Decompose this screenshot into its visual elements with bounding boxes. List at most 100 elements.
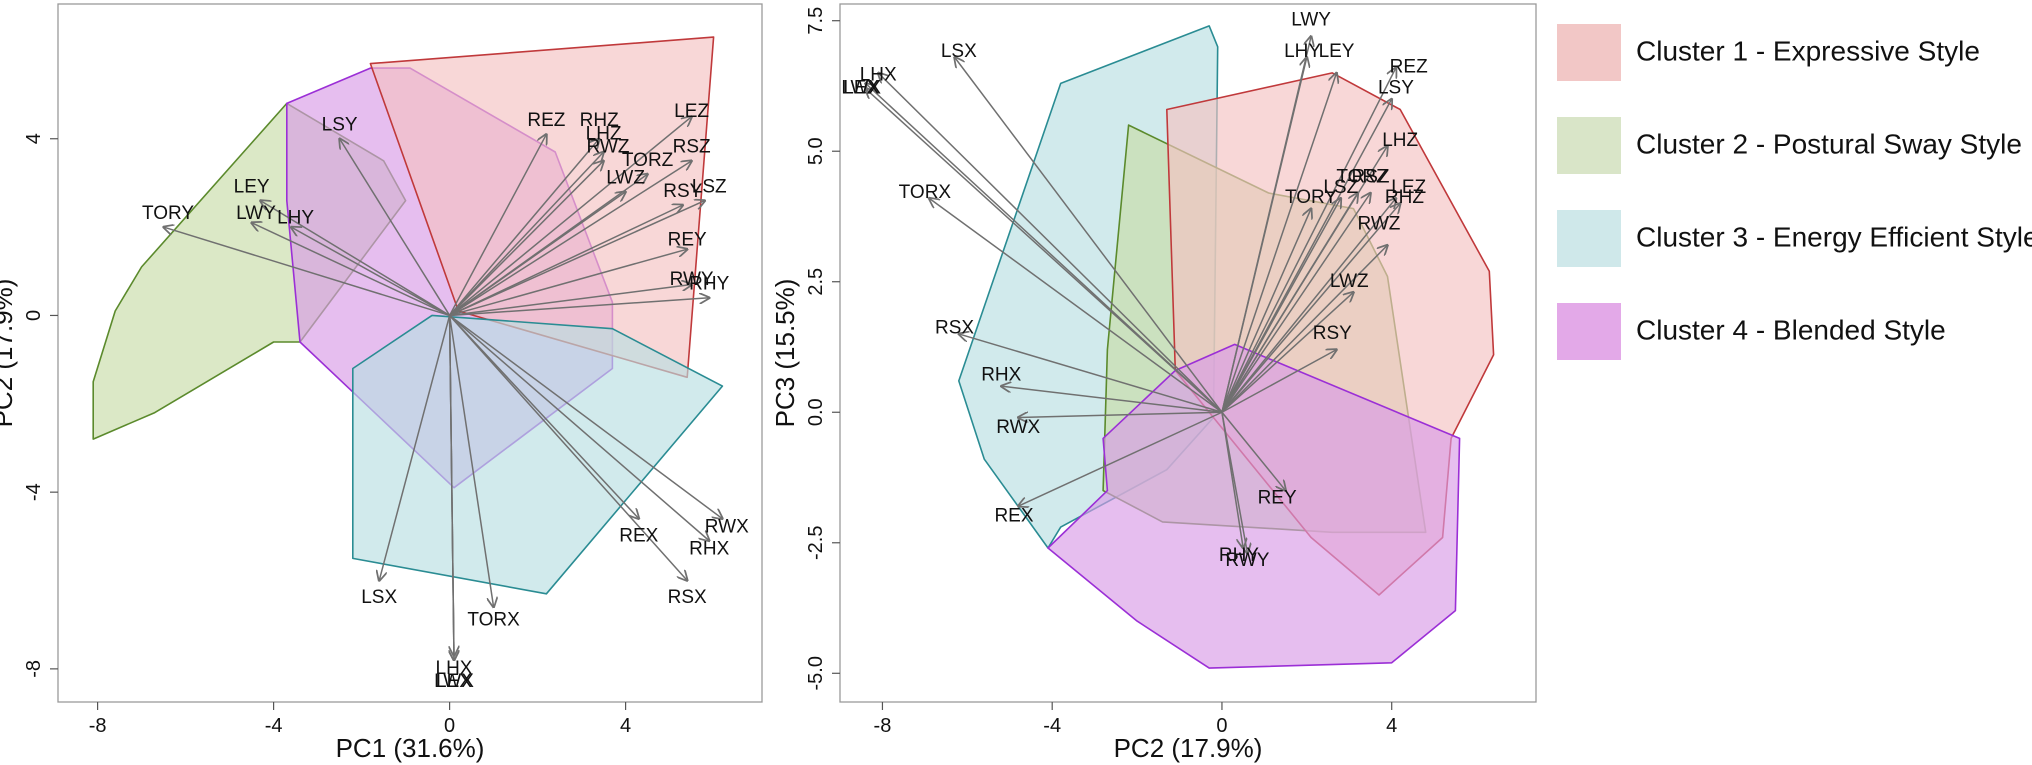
loading-arrow-rwy	[1221, 412, 1247, 553]
loading-label-rey: REY	[1258, 487, 1297, 508]
loading-arrow-ley	[1221, 73, 1337, 413]
loading-arrow-torx	[448, 315, 494, 607]
loading-arrow-tory	[1221, 209, 1311, 413]
loading-arrow-rsy	[1221, 350, 1337, 413]
loading-arrow-lsx	[379, 315, 451, 580]
loading-arrow-rsy	[449, 205, 683, 317]
y-tick-label: 7.5	[805, 7, 827, 35]
loading-label-lsy: LSY	[322, 115, 358, 136]
loading-label-rsy: RSY	[663, 181, 702, 202]
loading-arrow-rez	[1221, 68, 1396, 413]
loading-arrow-lez	[449, 117, 692, 317]
loading-label-rwy: RWY	[670, 269, 714, 290]
loading-label-torx: TORX	[467, 609, 520, 630]
loading-label-rhx: RHX	[981, 365, 1021, 386]
loading-arrow-lhx	[878, 73, 1223, 413]
loading-arrow-rhz	[449, 139, 600, 316]
loading-label-lwz: LWZ	[606, 168, 645, 189]
loading-arrow-rwy	[449, 285, 692, 317]
loading-arrow-rex	[1018, 411, 1223, 506]
loading-arrow-rwx	[449, 314, 723, 518]
loading-label-rwz: RWZ	[587, 137, 630, 158]
loading-label-lex: LEX	[843, 78, 879, 99]
loading-arrow-rwz	[449, 161, 604, 316]
legend-item: Cluster 1 - Expressive Style	[1557, 24, 1980, 81]
legend-swatch	[1557, 303, 1621, 360]
loading-arrow-lhy	[291, 227, 450, 317]
y-tick-label: -8	[23, 660, 45, 678]
loading-label-lhz: LHZ	[586, 123, 622, 144]
loading-label-lhx: LHX	[436, 658, 473, 679]
loading-label-rsz: RSZ	[1351, 166, 1389, 187]
legend-swatch	[1557, 117, 1621, 174]
loading-label-lwx: LWX	[841, 78, 881, 99]
loading-arrow-rhx	[1001, 386, 1223, 413]
loading-label-lsz: LSZ	[1323, 177, 1358, 198]
loading-arrow-lez	[1221, 198, 1396, 413]
loading-label-rwx: RWX	[996, 417, 1040, 438]
loading-label-rhz: RHZ	[580, 110, 619, 131]
loading-label-rex: REX	[619, 525, 658, 546]
loading-label-rwy: RWY	[1225, 550, 1269, 571]
loading-arrow-torz	[1221, 193, 1358, 413]
loading-label-rey: REY	[668, 229, 707, 250]
legend-label: Cluster 1 - Expressive Style	[1636, 35, 1980, 66]
loading-label-rhy: RHY	[689, 274, 729, 295]
loading-arrow-rhz	[1221, 203, 1400, 413]
loading-label-tory: TORY	[142, 203, 194, 224]
loading-label-torz: TORZ	[1336, 166, 1388, 187]
loading-arrow-rex	[449, 314, 639, 518]
loading-label-rez: REZ	[527, 110, 565, 131]
loading-label-rwx: RWX	[705, 517, 749, 538]
legend-item: Cluster 2 - Postural Sway Style	[1557, 117, 2022, 174]
loading-label-rsx: RSX	[935, 318, 974, 339]
loading-label-lwx: LWX	[434, 671, 474, 692]
loading-label-rez: REZ	[1390, 57, 1428, 78]
loading-arrow-rsz	[449, 161, 692, 317]
loading-label-rsx: RSX	[668, 587, 707, 608]
y-axis-label: PC3 (15.5%)	[770, 279, 800, 428]
cluster-hull-cluster-3	[351, 314, 724, 595]
loading-label-lwy: LWY	[236, 203, 276, 224]
x-tick-label: -8	[874, 715, 892, 737]
loading-label-lsy: LSY	[1378, 78, 1414, 99]
loading-arrow-lwx	[450, 315, 454, 660]
y-tick-label: -4	[23, 483, 45, 501]
loading-arrow-rwx	[1018, 411, 1222, 417]
x-axis-label: PC1 (31.6%)	[336, 733, 485, 763]
loading-arrow-lsx	[955, 57, 1223, 413]
x-tick-label: 4	[620, 715, 631, 737]
loading-label-torz: TORZ	[622, 150, 674, 171]
loading-label-rsy: RSY	[1313, 323, 1352, 344]
legend-item: Cluster 3 - Energy Efficient Style	[1557, 210, 2032, 267]
legend-swatch	[1557, 24, 1621, 81]
loading-label-rwz: RWZ	[1358, 213, 1401, 234]
loading-label-rhy: RHY	[1219, 545, 1259, 566]
loading-arrow-lwy	[252, 223, 450, 317]
legend-label: Cluster 3 - Energy Efficient Style	[1636, 221, 2032, 252]
loading-arrow-rhx	[449, 314, 710, 540]
y-tick-label: 0	[23, 310, 45, 321]
loading-label-lhy: LHY	[277, 207, 314, 228]
y-tick-label: -2.5	[805, 526, 827, 560]
y-tick-label: 0.0	[805, 398, 827, 426]
loading-arrow-rhy	[449, 298, 710, 317]
loading-label-lwz: LWZ	[1330, 271, 1369, 292]
x-tick-label: 0	[1216, 715, 1227, 737]
x-tick-label: -4	[1043, 715, 1061, 737]
loading-arrow-lwz	[449, 192, 626, 317]
loading-label-rsz: RSZ	[673, 137, 711, 158]
loading-arrow-rey	[1221, 411, 1286, 490]
loading-arrow-lsz	[449, 201, 705, 317]
legend-swatch	[1557, 210, 1621, 267]
x-tick-label: -4	[265, 715, 283, 737]
loading-label-ley: LEY	[234, 176, 270, 197]
loading-label-torx: TORX	[899, 182, 952, 203]
loading-arrow-rsz	[1221, 193, 1371, 413]
loading-label-tory: TORY	[1285, 187, 1337, 208]
x-tick-label: -8	[89, 715, 107, 737]
y-tick-label: -5.0	[805, 656, 827, 690]
